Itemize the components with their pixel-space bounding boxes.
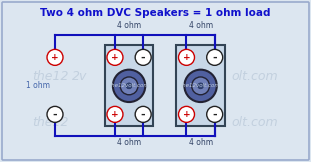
Text: -: - [141,109,146,119]
Text: Two 4 ohm DVC Speakers = 1 ohm load: Two 4 ohm DVC Speakers = 1 ohm load [40,8,271,18]
Text: -: - [212,109,217,119]
Circle shape [107,106,123,122]
Circle shape [179,49,194,65]
Circle shape [113,70,145,102]
Text: olt.com: olt.com [232,70,278,83]
Bar [105,45,153,126]
Circle shape [126,83,132,89]
Circle shape [107,49,123,65]
Text: the12: the12 [32,116,68,128]
Text: +: + [183,110,190,119]
Text: 4 ohm: 4 ohm [117,21,141,30]
Circle shape [47,49,63,65]
Text: 4 ohm: 4 ohm [188,138,213,147]
Circle shape [47,106,63,122]
Circle shape [198,83,203,89]
Circle shape [207,49,223,65]
Text: the12volt.com: the12volt.com [109,83,149,88]
Text: 1 ohm: 1 ohm [26,81,50,90]
Circle shape [184,70,217,102]
Circle shape [135,106,151,122]
Text: 4 ohm: 4 ohm [188,21,213,30]
Circle shape [179,106,194,122]
Circle shape [120,77,138,95]
FancyBboxPatch shape [2,2,309,160]
Text: -: - [141,52,146,62]
Text: -: - [212,52,217,62]
Text: 4 ohm: 4 ohm [117,138,141,147]
Circle shape [135,49,151,65]
Text: 2v: 2v [72,70,88,83]
Text: +: + [183,53,190,62]
Text: the12volt.com: the12volt.com [181,83,220,88]
Text: olt.com: olt.com [232,116,278,128]
Circle shape [192,77,210,95]
Text: -: - [53,109,57,119]
Bar [177,45,225,126]
Text: +: + [51,53,59,62]
Text: +: + [111,110,119,119]
Circle shape [207,106,223,122]
Text: +: + [111,53,119,62]
Text: the12: the12 [32,70,68,83]
